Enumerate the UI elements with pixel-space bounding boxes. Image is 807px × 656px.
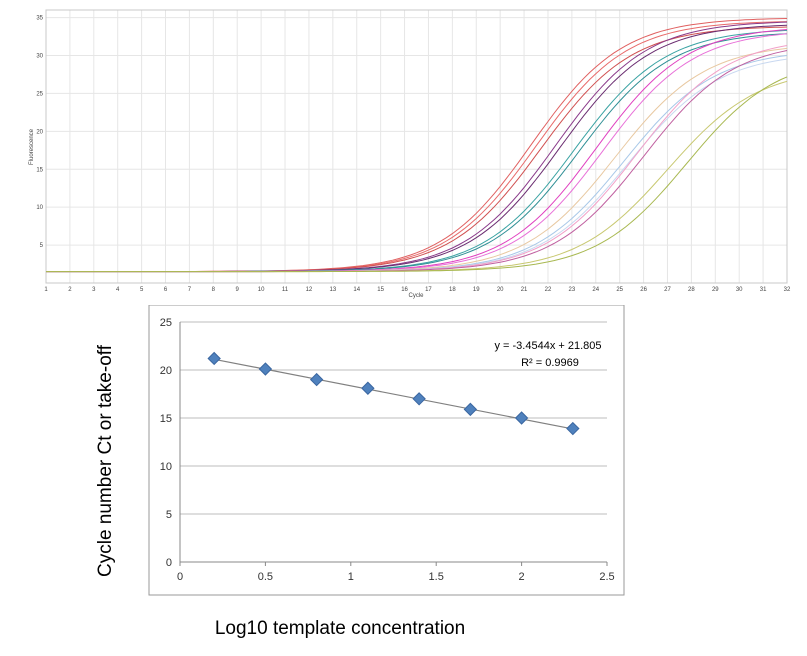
amp-x-tick: 30 — [736, 287, 743, 293]
amp-x-tick: 28 — [688, 287, 695, 293]
amp-x-tick: 8 — [212, 287, 216, 293]
amp-y-tick: 20 — [36, 129, 43, 135]
amp-x-tick: 9 — [236, 287, 240, 293]
amp-x-tick: 26 — [640, 287, 647, 293]
std-y-tick: 15 — [160, 413, 172, 425]
std-y-tick-labels: 0 5 10 15 20 25 — [160, 317, 172, 569]
std-y-tick: 25 — [160, 317, 172, 329]
trendline — [214, 358, 573, 430]
amp-x-tick: 6 — [164, 287, 168, 293]
amp-x-tick: 5 — [140, 287, 144, 293]
std-x-tick: 2 — [519, 571, 525, 583]
amp-x-tick: 3 — [92, 287, 96, 293]
std-x-tick-labels: 0 0.5 1 1.5 2 2.5 — [177, 571, 615, 583]
std-x-tick: 2.5 — [599, 571, 614, 583]
amp-x-tick: 31 — [760, 287, 767, 293]
amp-series-group — [46, 18, 788, 273]
amp-y-tick-labels: 5 10 15 20 25 30 35 — [36, 16, 44, 249]
amp-x-tick: 13 — [329, 287, 336, 293]
amp-x-tick: 29 — [712, 287, 719, 293]
std-x-tick: 0 — [177, 571, 183, 583]
std-grid — [179, 321, 608, 566]
amp-x-tick: 25 — [616, 287, 623, 293]
amp-x-tick: 7 — [188, 287, 192, 293]
trendline-equation: y = -3.4544x + 21.805 — [494, 340, 601, 352]
amp-x-tick: 20 — [497, 287, 504, 293]
amplification-plot: 1 2 3 4 5 6 7 8 9 10 11 12 13 14 15 16 17 18 19 20 21 22 23 24 2… — [0, 0, 807, 300]
amp-grid — [45, 10, 788, 283]
amp-y-tick: 35 — [36, 16, 43, 22]
amp-y-tick: 5 — [40, 243, 44, 249]
amp-y-tick: 25 — [36, 91, 43, 97]
amp-x-tick: 22 — [545, 287, 552, 293]
amp-x-tick: 16 — [401, 287, 408, 293]
amp-x-tick: 15 — [377, 287, 384, 293]
amp-y-tick: 30 — [36, 54, 43, 60]
std-x-tick: 1.5 — [429, 571, 444, 583]
data-point — [309, 372, 324, 387]
amp-x-tick: 24 — [592, 287, 599, 293]
std-y-axis-label: Cycle number Ct or take-off — [95, 344, 116, 577]
amp-x-tick: 2 — [68, 287, 72, 293]
data-point — [463, 402, 478, 417]
amp-x-tick: 14 — [353, 287, 360, 293]
amp-x-tick: 4 — [116, 287, 120, 293]
amp-x-tick: 21 — [521, 287, 528, 293]
amp-x-tick: 12 — [306, 287, 313, 293]
amp-x-axis-label: Cycle — [408, 293, 424, 299]
amp-x-tick: 17 — [425, 287, 432, 293]
amp-series-line-16 — [46, 76, 788, 273]
amp-x-tick: 23 — [569, 287, 576, 293]
standard-curve-chart: 0 0.5 1 1.5 2 2.5 0 5 10 15 20 25 y = -3.4544x + 2… — [92, 304, 632, 651]
std-data-points — [207, 351, 580, 436]
amp-x-tick: 11 — [282, 287, 289, 293]
data-point — [514, 411, 529, 425]
std-x-axis-label: Log10 template concentration — [215, 618, 465, 639]
amp-y-tick: 15 — [36, 167, 43, 173]
std-x-tick: 1 — [348, 571, 354, 583]
amp-y-axis-label: Fluorescence — [29, 128, 35, 165]
amp-x-tick: 18 — [449, 287, 456, 293]
std-y-tick: 10 — [160, 461, 172, 473]
amp-y-tick: 10 — [36, 205, 43, 211]
amp-x-tick: 1 — [44, 287, 48, 293]
standard-curve-svg: 0 0.5 1 1.5 2 2.5 0 5 10 15 20 25 y = -3.4544x + 2… — [95, 304, 625, 639]
amp-x-tick: 32 — [784, 287, 791, 293]
amp-x-tick: 19 — [473, 287, 480, 293]
amp-x-tick: 10 — [258, 287, 265, 293]
data-point — [258, 362, 273, 376]
std-y-tick: 5 — [166, 509, 172, 521]
data-point — [412, 392, 426, 406]
r-squared-label: R² = 0.9969 — [521, 357, 579, 369]
std-chart-frame — [148, 304, 625, 596]
std-x-tick: 0.5 — [258, 571, 273, 583]
std-y-tick: 20 — [160, 365, 172, 377]
data-point — [361, 381, 375, 395]
std-y-tick: 0 — [166, 557, 172, 569]
amp-x-tick-labels: 1 2 3 4 5 6 7 8 9 10 11 12 13 14 15 16 17 18 19 20 21 22 23 24 2… — [44, 287, 791, 293]
amplification-chart-svg: 1 2 3 4 5 6 7 8 9 10 11 12 13 14 15 16 17 18 19 20 21 22 23 24 2… — [0, 0, 807, 300]
amp-plot-frame — [45, 9, 788, 284]
data-point — [566, 421, 580, 436]
data-point — [207, 351, 221, 366]
amp-x-tick: 27 — [664, 287, 671, 293]
